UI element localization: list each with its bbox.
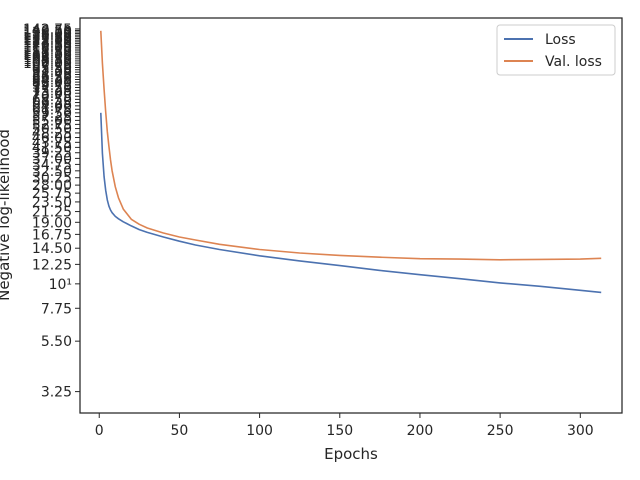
- y-tick-label: 68.50: [32, 92, 72, 108]
- y-tick-label: 95.50: [32, 60, 72, 76]
- legend: Loss Val. loss: [496, 24, 616, 76]
- x-axis-label: Epochs: [324, 445, 378, 463]
- y-tick-label: 140.50: [23, 23, 72, 39]
- y-tick-label: 46.00: [32, 131, 72, 147]
- plot-frame: [79, 17, 623, 414]
- y-tick-label: 115.75: [23, 42, 72, 58]
- y-tick-label: 14.50: [32, 241, 72, 257]
- y-tick-label: 7.75: [41, 301, 72, 317]
- y-tick-label: 100.00: [23, 56, 72, 72]
- y-tick-label: 10¹: [49, 277, 72, 293]
- y-tick-label: 86.50: [32, 70, 72, 86]
- y-tick-label: 48.25: [32, 126, 72, 142]
- y-tick-label: 84.25: [32, 72, 72, 88]
- x-tick-label: 50: [171, 423, 189, 439]
- y-tick-label: 3.25: [41, 385, 72, 401]
- y-tick-label: 23.50: [32, 195, 72, 211]
- y-tick-label: 57.25: [32, 110, 72, 126]
- x-tick-label: 250: [487, 423, 514, 439]
- y-tick-label: 5.50: [41, 334, 72, 350]
- series-line-0: [100, 112, 602, 294]
- y-tick-label: 61.75: [32, 102, 72, 118]
- legend-box: [496, 24, 616, 76]
- y-tick-label: 79.75: [32, 78, 72, 94]
- y-tick-label: 34.75: [32, 157, 72, 173]
- y-tick-label: 118.00: [23, 40, 72, 56]
- y-tick-label: 133.75: [23, 28, 72, 44]
- y-tick-label: 21.25: [32, 205, 72, 221]
- y-axis-label: Negative log-likelihood: [0, 129, 13, 301]
- y-tick-label: 16.75: [32, 227, 72, 243]
- y-axis-ticks: 3.25 5.50 7.75 10¹ 12.2514.5016.7519.0021.25…: [23, 22, 80, 401]
- y-tick-label: 12.25: [32, 257, 72, 273]
- y-tick-label: 55.00: [32, 113, 72, 129]
- y-tick-label: 66.25: [32, 96, 72, 112]
- y-tick-label: 64.00: [32, 99, 72, 115]
- y-tick-label: 109.00: [23, 48, 72, 64]
- y-tick-label: 28.00: [32, 178, 72, 194]
- y-tick-label: 124.75: [23, 35, 72, 51]
- y-tick-label: 111.25: [23, 46, 72, 62]
- y-tick-label: 138.25: [23, 25, 72, 41]
- y-tick-label: 122.50: [23, 37, 72, 53]
- series-lines: [100, 30, 602, 294]
- y-tick-label: 50.50: [32, 122, 72, 138]
- x-axis-ticks: 0 50 100 150 200 250 300: [95, 413, 594, 439]
- y-tick-label: 32.50: [32, 164, 72, 180]
- y-tick-label: 39.25: [32, 146, 72, 162]
- y-tick-label: 70.75: [32, 89, 72, 105]
- y-tick-label: 25.75: [32, 186, 72, 202]
- y-tick-label: 131.50: [23, 30, 72, 46]
- y-tick-label: 82.00: [32, 75, 72, 91]
- y-tick-label: 75.25: [32, 83, 72, 99]
- series-line-1: [100, 30, 602, 261]
- y-tick-label: 19.00: [32, 215, 72, 231]
- y-tick-label: 30.25: [32, 171, 72, 187]
- y-tick-label: 77.50: [32, 81, 72, 97]
- y-tick-label: 73.00: [32, 86, 72, 102]
- y-tick-label: 129.25: [23, 31, 72, 47]
- legend-label-1: Val. loss: [545, 54, 602, 70]
- y-tick-label: 59.50: [32, 106, 72, 122]
- y-tick-label: 93.25: [32, 63, 72, 79]
- y-tick-label: 120.25: [23, 38, 72, 54]
- y-tick-label: 41.50: [32, 140, 72, 156]
- y-tick-label: 43.75: [32, 135, 72, 151]
- y-tick-label: 52.75: [32, 117, 72, 133]
- x-tick-label: 0: [95, 423, 104, 439]
- x-tick-label: 100: [246, 423, 273, 439]
- y-tick-label: 102.25: [23, 54, 72, 70]
- y-tick-label: 37.00: [32, 151, 72, 167]
- legend-label-0: Loss: [545, 32, 576, 48]
- y-tick-label: 136.00: [23, 27, 72, 43]
- y-tick-label: 91.00: [32, 65, 72, 81]
- y-tick-label: 104.50: [23, 52, 72, 68]
- y-tick-label: 106.75: [23, 50, 72, 66]
- x-tick-label: 300: [567, 423, 594, 439]
- x-tick-label: 150: [326, 423, 353, 439]
- y-tick-label: 142.75: [23, 22, 72, 38]
- y-tick-label: 88.75: [32, 68, 72, 84]
- y-tick-label: 113.50: [23, 44, 72, 60]
- y-tick-label: 97.75: [32, 58, 72, 74]
- y-tick-label: 127.00: [23, 33, 72, 49]
- x-tick-label: 200: [407, 423, 434, 439]
